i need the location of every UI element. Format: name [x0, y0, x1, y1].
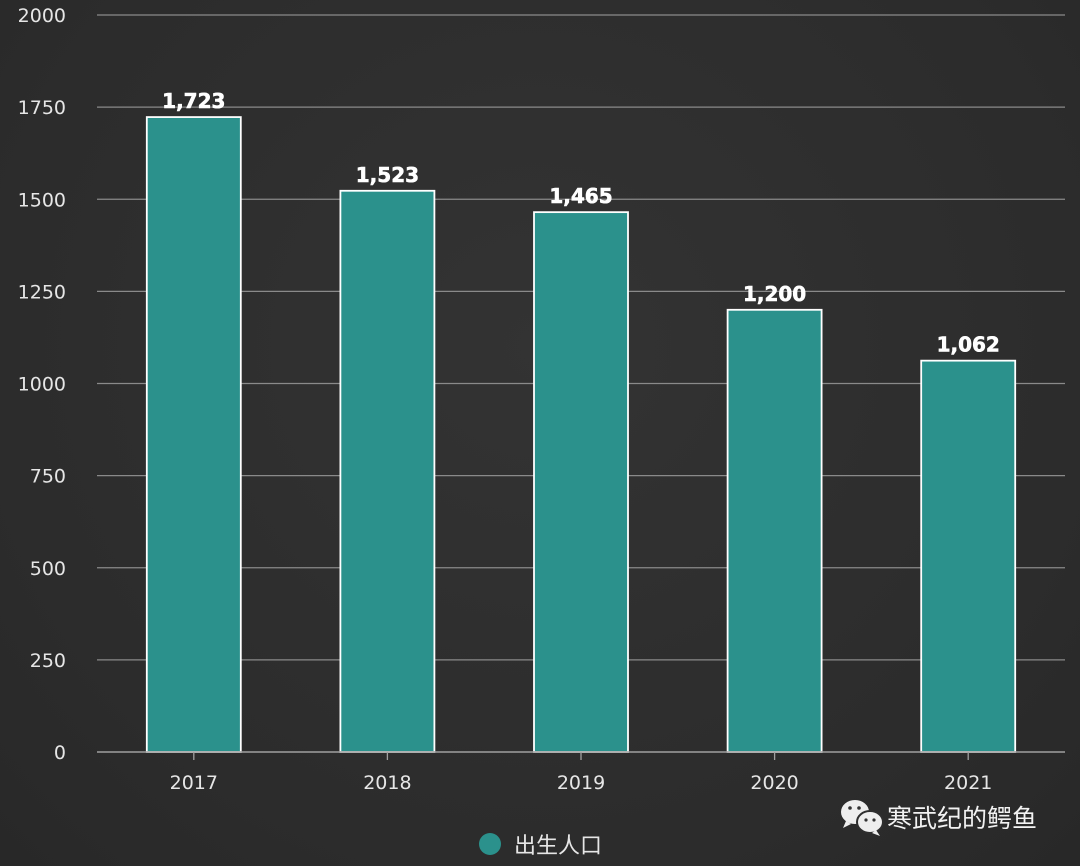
bar-2021[interactable] — [920, 359, 1017, 753]
y-tick-label: 1500 — [18, 189, 66, 211]
data-label: 1,465 — [549, 184, 612, 208]
y-tick-label: 1750 — [18, 97, 66, 119]
y-tick-label: 1250 — [18, 281, 66, 303]
bar-2017[interactable] — [145, 116, 242, 753]
y-tick-label: 1000 — [18, 374, 66, 396]
y-tick-label: 750 — [30, 466, 66, 488]
data-label: 1,523 — [356, 163, 419, 187]
y-tick-label: 250 — [30, 650, 66, 672]
watermark: 寒武纪的鳄鱼 — [841, 800, 1037, 836]
bars: 1,723 1,523 1,465 1,200 1,062 — [145, 89, 1017, 753]
data-label: 1,723 — [162, 89, 225, 113]
legend[interactable]: 出生人口 — [479, 833, 602, 859]
x-tick-label: 2019 — [557, 772, 605, 794]
x-tick-label: 2018 — [363, 772, 411, 794]
legend-label: 出生人口 — [514, 834, 602, 859]
y-tick-label: 2000 — [18, 5, 66, 27]
bar-2020[interactable] — [726, 308, 823, 753]
x-axis: 2017 2018 2019 2020 2021 — [97, 751, 1065, 794]
bar-2018[interactable] — [339, 189, 436, 753]
x-tick-label: 2021 — [944, 772, 992, 794]
y-tick-label: 0 — [54, 742, 66, 764]
wechat-icon — [841, 800, 884, 836]
y-axis-ticks: 0 250 500 750 1000 1250 1500 1750 2000 — [18, 5, 66, 764]
bar-2019[interactable] — [533, 211, 629, 753]
legend-marker — [479, 833, 501, 855]
x-tick-label: 2017 — [170, 772, 218, 794]
y-tick-label: 500 — [30, 558, 66, 580]
data-label: 1,200 — [743, 282, 806, 306]
x-tick-label: 2020 — [750, 772, 798, 794]
data-label: 1,062 — [937, 333, 1000, 357]
watermark-text: 寒武纪的鳄鱼 — [887, 804, 1037, 833]
